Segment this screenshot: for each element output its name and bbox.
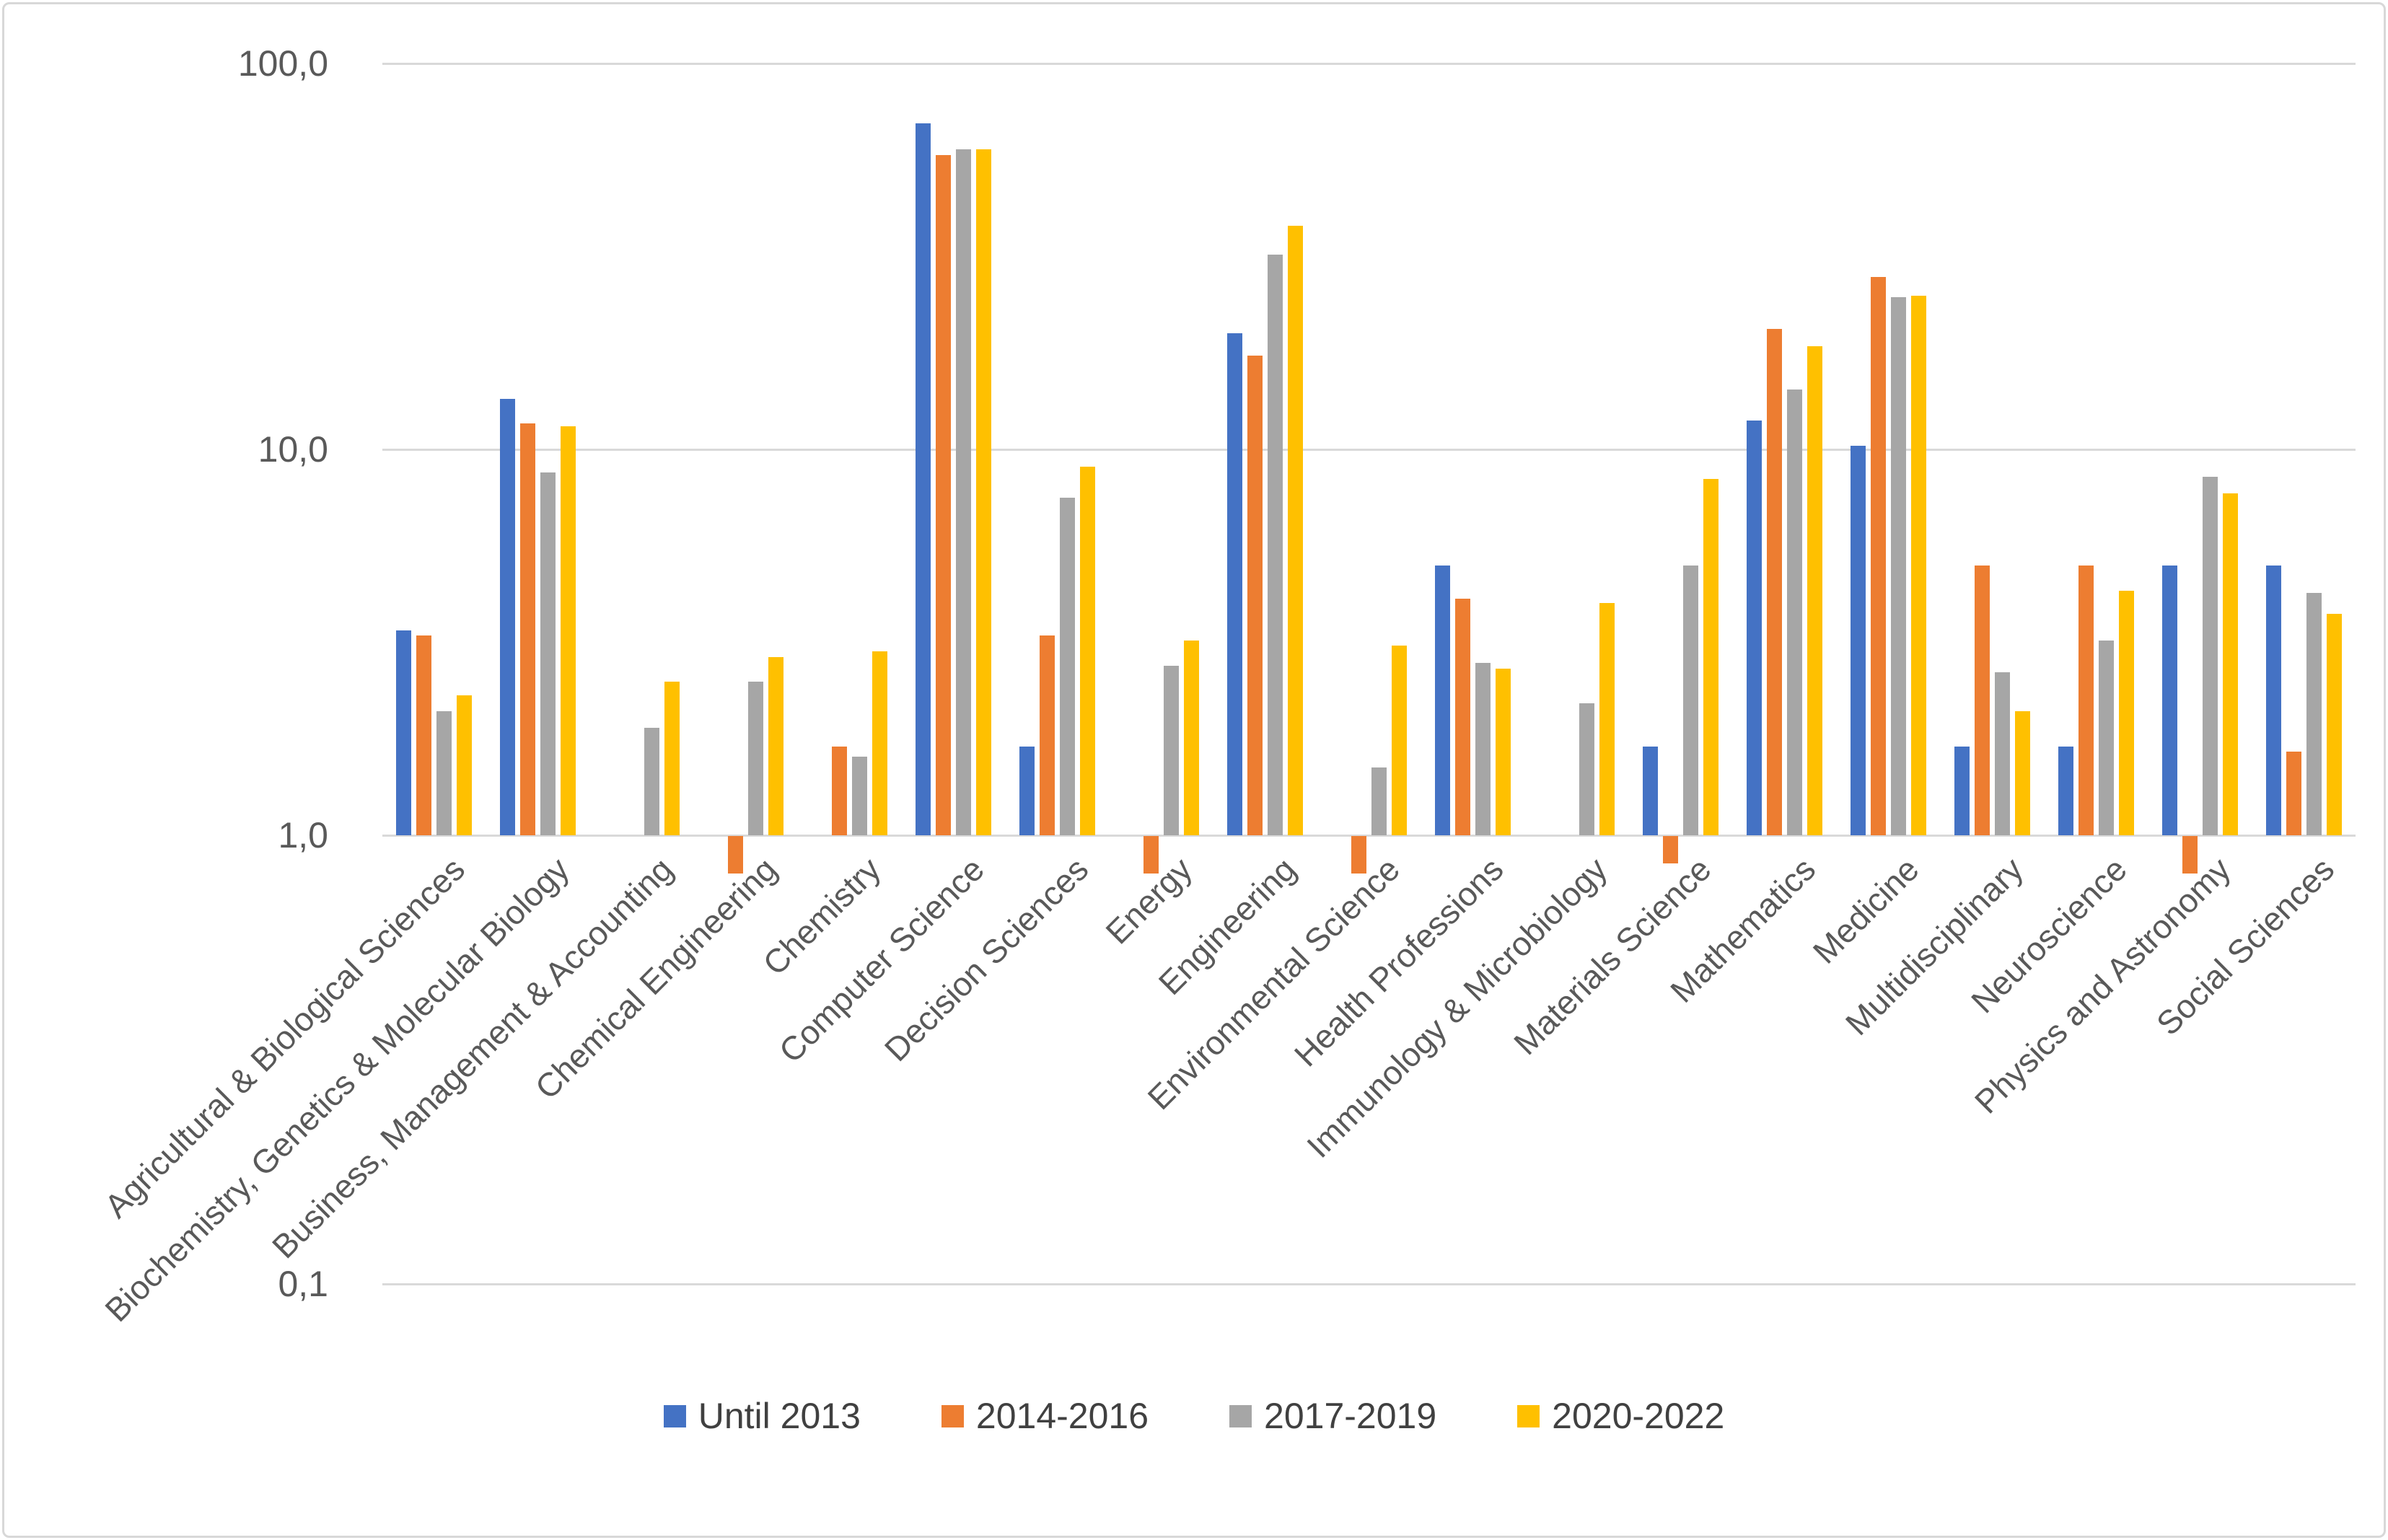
bar-2017-2019-c14 [1890,296,1906,835]
gridline-1 [382,835,2356,837]
legend-item-until-2013: Until 2013 [663,1396,861,1436]
bar-2014-2016-c4 [832,746,848,835]
bar-2020-2022-c6 [1080,467,1096,835]
bar-2020-2022-c1 [561,426,576,835]
bar-2017-2019-c12 [1682,566,1698,835]
bar-2014-2016-c5 [936,154,952,835]
bar-2017-2019-c6 [1060,497,1076,835]
bar-until-2013-c15 [1954,746,1970,835]
y-axis-tick-label-100: 100,0 [237,43,328,84]
y-axis-tick-label-10: 10,0 [258,429,328,470]
bar-2014-2016-c9 [1351,836,1366,874]
bar-2020-2022-c18 [2326,613,2342,835]
bar-2014-2016-c17 [2182,836,2198,874]
bar-2017-2019-c7 [1164,665,1180,835]
bar-until-2013-c5 [916,123,931,835]
legend-item-2017-2019: 2017-2019 [1229,1398,1436,1434]
bar-2020-2022-c4 [872,651,888,835]
bar-until-2013-c0 [396,630,412,835]
y-axis-tick-label-1: 1,0 [278,815,328,855]
bar-2020-2022-c7 [1184,640,1200,835]
legend-item-2020-2022: 2020-2022 [1517,1398,1724,1434]
bar-2014-2016-c12 [1662,836,1678,863]
category-label-c2: Business, Management & Accounting [264,850,680,1266]
gridline-100 [382,63,2356,65]
bar-until-2013-c6 [1019,746,1035,835]
bar-2017-2019-c1 [540,472,556,835]
legend-label: 2020-2022 [1552,1396,1725,1436]
legend-swatch-icon [941,1404,964,1427]
bar-2020-2022-c14 [1910,296,1926,835]
bar-2020-2022-c12 [1703,478,1718,835]
bar-2014-2016-c8 [1247,355,1263,835]
legend-swatch-icon [1517,1404,1540,1427]
bar-2017-2019-c17 [2202,476,2218,835]
bar-2020-2022-c16 [2118,591,2134,835]
category-label-c12: Materials Science [1506,850,1718,1062]
bar-2020-2022-c3 [768,656,784,835]
category-label-c18: Social Sciences [2149,850,2342,1043]
bar-2020-2022-c11 [1599,602,1615,835]
bar-2014-2016-c14 [1870,276,1886,835]
category-label-c15: Multidisciplinary [1838,850,2030,1043]
bar-2014-2016-c13 [1766,329,1782,835]
bar-2020-2022-c17 [2222,493,2238,835]
bar-2020-2022-c13 [1807,346,1822,835]
bar-until-2013-c10 [1434,566,1450,835]
bar-2017-2019-c13 [1786,389,1802,835]
gridline-10 [382,449,2356,451]
bar-2014-2016-c10 [1454,599,1470,835]
bar-until-2013-c8 [1227,333,1243,835]
bar-2020-2022-c8 [1288,225,1304,835]
bar-until-2013-c18 [2265,566,2281,835]
bar-until-2013-c1 [500,399,516,835]
bar-2017-2019-c3 [748,682,764,835]
bar-2014-2016-c7 [1143,836,1159,874]
bar-until-2013-c12 [1642,746,1658,835]
bar-2014-2016-c18 [2286,751,2301,835]
bar-2020-2022-c2 [664,682,680,835]
bar-2020-2022-c10 [1495,669,1511,835]
bar-2014-2016-c0 [416,635,432,835]
bar-2017-2019-c16 [2098,640,2114,835]
bar-2014-2016-c16 [2078,566,2094,835]
bar-2014-2016-c6 [1040,635,1055,835]
bar-until-2013-c14 [1850,446,1866,835]
bar-until-2013-c16 [2058,746,2073,835]
legend-item-2014-2016: 2014-2016 [941,1398,1149,1434]
bar-2014-2016-c1 [520,423,536,835]
bar-until-2013-c17 [2161,566,2177,835]
gridline-0.1 [382,1283,2356,1285]
bar-2014-2016-c3 [728,836,744,874]
bar-2020-2022-c15 [2014,710,2030,835]
bar-2017-2019-c15 [1994,672,2010,835]
bar-2017-2019-c10 [1475,662,1491,835]
bar-2017-2019-c2 [644,727,660,835]
bar-2017-2019-c5 [956,149,972,835]
bar-2017-2019-c18 [2306,592,2322,835]
legend-swatch-icon [1229,1404,1252,1427]
y-axis-tick-label-0.1: 0,1 [278,1264,328,1304]
bar-2017-2019-c8 [1268,254,1283,835]
legend-label: 2014-2016 [975,1396,1149,1436]
bar-until-2013-c13 [1746,420,1762,835]
bar-2017-2019-c0 [436,710,452,835]
category-label-c1: Biochemistry, Genetics & Molecular Biolo… [97,850,576,1329]
legend-label: 2017-2019 [1264,1396,1437,1436]
bar-2017-2019-c4 [852,756,868,835]
bar-2020-2022-c9 [1392,646,1407,835]
bar-2017-2019-c11 [1579,703,1594,835]
legend-label: Until 2013 [698,1396,861,1436]
bar-2017-2019-c9 [1371,767,1387,835]
bar-2014-2016-c15 [1974,566,1990,835]
legend: Until 2013 2014-2016 2017-2019 2020-2022 [0,1383,2388,1448]
bar-2020-2022-c5 [976,149,992,835]
legend-swatch-icon [663,1404,686,1427]
bar-2020-2022-c0 [457,695,473,835]
